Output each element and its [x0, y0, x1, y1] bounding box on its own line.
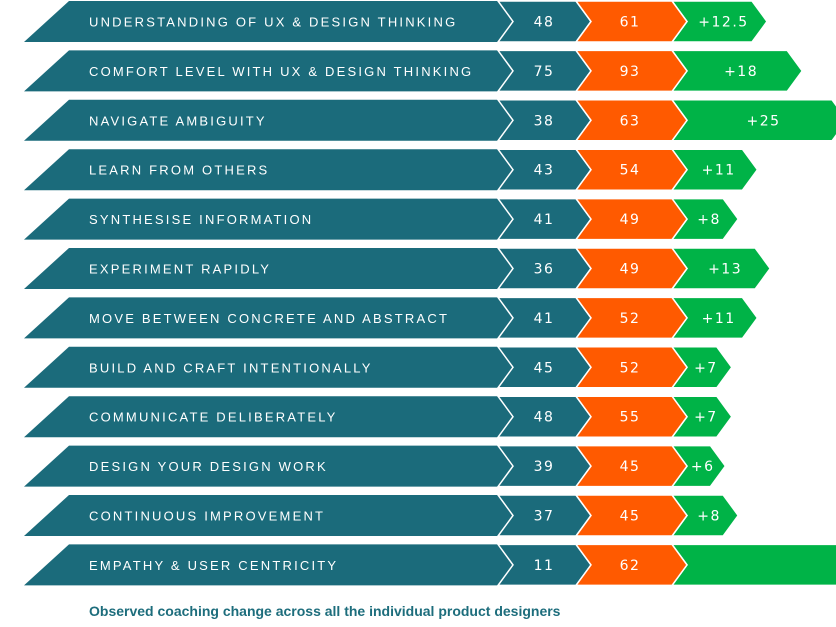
label-chevron: [24, 495, 513, 536]
change-value: +13: [708, 262, 742, 278]
after-value: 45: [620, 459, 641, 475]
change-value: +11: [702, 163, 736, 179]
label-chevron: [24, 445, 513, 487]
row-label: DESIGN YOUR DESIGN WORK: [89, 459, 328, 474]
chart-row: BUILD AND CRAFT INTENTIONALLY 45 52 +7: [24, 346, 733, 389]
before-value: 48: [534, 410, 555, 426]
after-chevron: [574, 49, 688, 93]
label-chevron: [24, 346, 513, 388]
chart-row: MOVE BETWEEN CONCRETE AND ABSTRACT 41 52 +1…: [24, 296, 759, 340]
change-value: +8: [697, 509, 721, 525]
row-label: NAVIGATE AMBIGUITY: [89, 113, 267, 128]
chart-row: COMMUNICATE DELIBERATELY 48 55 +7: [24, 395, 733, 438]
label-chevron: [24, 297, 513, 339]
row-label: SYNTHESISE INFORMATION: [89, 212, 313, 227]
coaching-change-chart: UNDERSTANDING OF UX & DESIGN THINKING 48 6…: [24, 0, 836, 587]
row-label: CONTINUOUS IMPROVEMENT: [89, 509, 325, 524]
before-value: 41: [534, 311, 555, 327]
row-label: LEARN FROM OTHERS: [89, 163, 269, 178]
row-label: MOVE BETWEEN CONCRETE AND ABSTRACT: [89, 311, 449, 326]
after-value: 62: [620, 558, 641, 574]
chart-row: EXPERIMENT RAPIDLY 36 49 +13: [24, 247, 772, 290]
before-value: 48: [534, 15, 555, 31]
row-label: UNDERSTANDING OF UX & DESIGN THINKING: [89, 15, 457, 30]
row-label: COMMUNICATE DELIBERATELY: [89, 410, 338, 425]
after-chevron: [574, 0, 688, 43]
after-value: 63: [620, 113, 641, 129]
after-chevron: [574, 346, 688, 389]
row-label: EMPATHY & USER CENTRICITY: [89, 558, 338, 573]
after-value: 49: [620, 212, 641, 228]
after-chevron: [574, 444, 688, 488]
change-chevron: [670, 543, 836, 587]
chart-row: LEARN FROM OTHERS 43 54 +11: [24, 148, 759, 191]
chart-row: NAVIGATE AMBIGUITY 38 63 +25: [24, 99, 836, 142]
change-value: +7: [694, 360, 718, 376]
label-chevron: [24, 149, 513, 191]
before-value: 41: [534, 212, 555, 228]
after-value: 55: [620, 410, 641, 426]
chart-row: UNDERSTANDING OF UX & DESIGN THINKING 48 6…: [24, 0, 768, 43]
row-label: EXPERIMENT RAPIDLY: [89, 262, 271, 277]
chart-row: EMPATHY & USER CENTRICITY 11 62: [24, 543, 836, 587]
change-value: +8: [697, 212, 721, 228]
after-chevron: [574, 148, 688, 191]
change-value: +18: [724, 64, 758, 80]
after-chevron: [574, 197, 688, 241]
label-chevron: [24, 99, 513, 141]
label-chevron: [24, 198, 513, 240]
after-chevron: [574, 296, 688, 340]
before-value: 39: [534, 459, 555, 475]
after-value: 93: [620, 64, 641, 80]
label-chevron: [24, 544, 513, 586]
change-value: +12.5: [698, 15, 748, 31]
after-chevron: [574, 494, 688, 537]
chart-row: DESIGN YOUR DESIGN WORK 39 45 +6: [24, 444, 727, 488]
after-value: 49: [620, 262, 641, 278]
chart-row: CONTINUOUS IMPROVEMENT 37 45 +8: [24, 494, 740, 537]
after-value: 54: [620, 163, 641, 179]
after-value: 45: [620, 509, 641, 525]
change-value: +6: [691, 459, 715, 475]
chart-caption: Observed coaching change across all the …: [89, 603, 561, 619]
before-value: 43: [534, 163, 555, 179]
after-value: 61: [620, 15, 641, 31]
label-chevron: [24, 396, 513, 438]
change-value: +7: [694, 410, 718, 426]
before-value: 38: [534, 113, 555, 129]
row-label: BUILD AND CRAFT INTENTIONALLY: [89, 360, 373, 375]
after-chevron: [574, 99, 688, 142]
before-value: 45: [534, 360, 555, 376]
label-chevron: [24, 1, 513, 42]
chart-row: COMFORT LEVEL WITH UX & DESIGN THINKING 7…: [24, 49, 804, 93]
after-chevron: [574, 395, 688, 438]
row-label: COMFORT LEVEL WITH UX & DESIGN THINKING: [89, 64, 473, 79]
change-value: +25: [746, 113, 780, 129]
after-chevron: [574, 247, 688, 290]
before-value: 37: [534, 509, 555, 525]
after-chevron: [574, 543, 688, 587]
before-value: 36: [534, 262, 555, 278]
before-value: 11: [534, 558, 555, 574]
label-chevron: [24, 50, 513, 92]
chart-row: SYNTHESISE INFORMATION 41 49 +8: [24, 197, 740, 241]
after-value: 52: [620, 360, 641, 376]
before-value: 75: [534, 64, 555, 80]
label-chevron: [24, 248, 513, 289]
after-value: 52: [620, 311, 641, 327]
change-value: +11: [702, 311, 736, 327]
